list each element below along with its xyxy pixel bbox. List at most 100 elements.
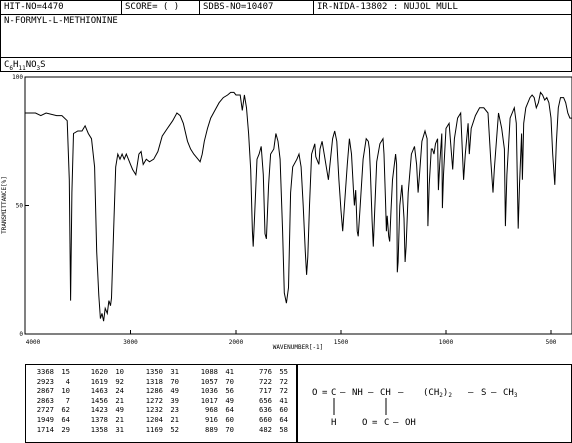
peak-wavenumber: 1088: [200, 367, 218, 376]
x-tick-label: 2000: [229, 339, 244, 346]
atom-c: C: [331, 388, 336, 398]
peak-row: 660 64: [248, 415, 288, 425]
peak-transmittance: 60: [225, 414, 234, 424]
peak-wavenumber: 1378: [90, 414, 108, 424]
peak-row: 1456 21: [84, 396, 124, 406]
atom-c: C: [384, 418, 389, 428]
peak-row: 1232 23: [139, 405, 179, 415]
bond: —: [398, 388, 404, 398]
peak-transmittance: 24: [115, 386, 124, 396]
peak-transmittance: 21: [115, 395, 124, 405]
peak-transmittance: 70: [225, 424, 234, 434]
chemical-structure: O = C — NH — CH — (CH2)2 — S — CH3 H O =…: [312, 388, 518, 428]
atom-nh: NH: [352, 388, 363, 398]
peak-wavenumber: 636: [259, 405, 272, 415]
x-tick-label: 1500: [334, 339, 349, 346]
peak-row: 2863 7: [30, 396, 70, 406]
peak-row: 776 55: [248, 367, 288, 377]
peak-row: 722 72: [248, 377, 288, 387]
peak-transmittance: 29: [61, 424, 70, 434]
peak-wavenumber: 1286: [145, 386, 163, 396]
peak-transmittance: 62: [61, 405, 70, 415]
peak-wavenumber: 1318: [145, 376, 163, 386]
peak-row: 1272 39: [139, 396, 179, 406]
peak-row: 968 64: [194, 405, 234, 415]
peak-wavenumber: 968: [205, 405, 218, 415]
peak-transmittance: 21: [115, 414, 124, 424]
peak-row: 1949 64: [30, 415, 70, 425]
x-tick-label: 1000: [439, 339, 454, 346]
peak-wavenumber: 1350: [145, 367, 163, 376]
header-rule: [1, 14, 571, 15]
peak-wavenumber: 482: [259, 424, 272, 434]
atom-oh: OH: [405, 418, 416, 428]
y-tick-label: 50: [16, 203, 24, 210]
sdbs-number: SDBS-NO=10407: [203, 2, 274, 12]
x-tick-label: 3000: [123, 339, 138, 346]
peak-wavenumber: 2867: [36, 386, 54, 396]
peak-transmittance: 21: [170, 414, 179, 424]
peak-row: 1358 31: [84, 425, 124, 435]
bond: —: [491, 388, 497, 398]
header-box: HIT-NO=4470 SCORE= ( ) SDBS-NO=10407 IR-…: [0, 0, 572, 72]
formula-rule: [1, 57, 571, 58]
peak-row: 2923 4: [30, 377, 70, 387]
peak-wavenumber: 717: [259, 386, 272, 396]
peak-wavenumber: 722: [259, 376, 272, 386]
peak-transmittance: 10: [115, 367, 124, 376]
bond: —: [340, 388, 346, 398]
peak-row: 1204 21: [139, 415, 179, 425]
ir-spectrum-chart: 4000 3000 2000 1500 1000 500 0 50 100 WAVENUMBE…: [1, 74, 572, 351]
peak-wavenumber: 1620: [90, 367, 108, 376]
peak-row: 1017 49: [194, 396, 234, 406]
peak-transmittance: 70: [225, 376, 234, 386]
peak-transmittance: 49: [115, 405, 124, 415]
peak-row: 1036 56: [194, 386, 234, 396]
molecular-formula: C6H11NO3S: [4, 60, 46, 72]
peak-row: 636 60: [248, 405, 288, 415]
peak-transmittance: 52: [170, 424, 179, 434]
peak-transmittance: 49: [225, 395, 234, 405]
peak-column: 3368 15 2923 4 2867 10 2863 7 2727 62 1949 64 1714 29: [30, 367, 70, 434]
peak-wavenumber: 1423: [90, 405, 108, 415]
peak-wavenumber: 889: [205, 424, 218, 434]
peak-wavenumber: 776: [259, 367, 272, 376]
peak-column: 1620 10 1619 92 1463 24 1456 21 1423 49 1378 21 1358…: [84, 367, 124, 434]
peak-wavenumber: 1949: [36, 414, 54, 424]
peak-wavenumber: 1714: [36, 424, 54, 434]
peak-transmittance: 10: [61, 386, 70, 396]
double-bond: =: [322, 388, 328, 398]
double-bond: =: [372, 418, 378, 428]
peak-transmittance: 39: [170, 395, 179, 405]
header-divider: [199, 1, 200, 14]
y-axis-label: TRANSMITTANCE[%]: [1, 176, 8, 234]
peak-wavenumber: 1463: [90, 386, 108, 396]
peak-row: 2727 62: [30, 405, 70, 415]
structure-box: O = C — NH — CH — (CH2)2 — S — CH3 H O =…: [297, 364, 572, 443]
x-tick-label: 500: [546, 339, 557, 346]
peak-transmittance: 60: [279, 405, 288, 415]
peak-row: 1350 31: [139, 367, 179, 377]
peak-column: 1088 41 1057 70 1036 56 1017 49 968 64 916 60 889 70: [194, 367, 234, 434]
peak-transmittance: 41: [225, 367, 234, 376]
peak-wavenumber: 2863: [36, 395, 54, 405]
spectrum-line: [25, 91, 572, 322]
peak-wavenumber: 1619: [90, 376, 108, 386]
peak-row: 1169 52: [139, 425, 179, 435]
peak-transmittance: 55: [279, 367, 288, 376]
atom-o: O: [312, 388, 317, 398]
atom-ch3: CH3: [503, 388, 518, 399]
peak-wavenumber: 2923: [36, 376, 54, 386]
bond: —: [393, 418, 399, 428]
atom-h: H: [331, 418, 336, 428]
peak-transmittance: 41: [279, 395, 288, 405]
peak-row: 482 58: [248, 425, 288, 435]
peak-wavenumber: 656: [259, 395, 272, 405]
peak-row: 1286 49: [139, 386, 179, 396]
peak-row: 3368 15: [30, 367, 70, 377]
y-axis: 0 50 100: [12, 74, 29, 338]
peak-row: 1318 70: [139, 377, 179, 387]
peak-row: 1619 92: [84, 377, 124, 387]
peak-transmittance: 70: [170, 376, 179, 386]
formula-row: C6H11NO3S: [1, 58, 571, 72]
